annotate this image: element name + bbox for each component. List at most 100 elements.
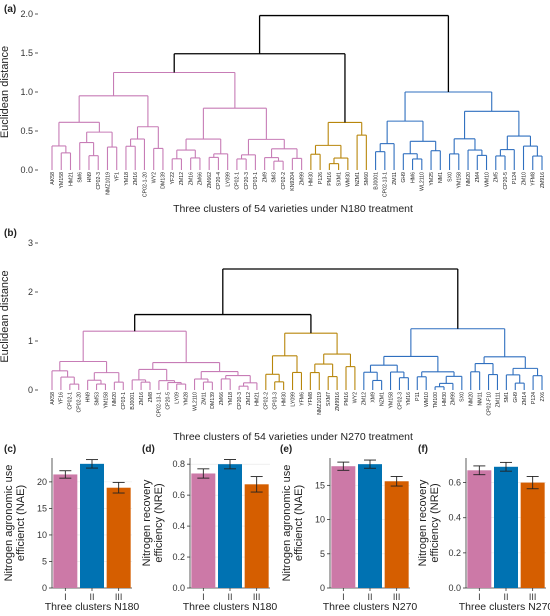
bar-c-bar-I bbox=[53, 474, 78, 588]
dendro-b-leaf-label: YM28 bbox=[183, 392, 189, 406]
dendro-b-y-axis-label: Euclidean distance bbox=[0, 270, 11, 362]
dendro-a-y-axis-label: Euclidean distance bbox=[0, 46, 11, 138]
bar-e-bar-III bbox=[384, 481, 409, 588]
dendro-a-y-tick-label: 2.0 bbox=[20, 9, 33, 19]
bar-e-y-axis-label-line: efficienct (NAE) bbox=[293, 485, 305, 561]
dendro-b-leaf-label: ZM12 bbox=[362, 392, 368, 405]
dendro-b-leaf-label: WL2110 bbox=[192, 392, 198, 411]
dendro-a-leaf-label: YM18 bbox=[124, 172, 130, 186]
dendro-b-cluster-3 bbox=[363, 328, 543, 390]
dendro-a-leaf-label: NZM1 bbox=[355, 172, 361, 186]
bar-f-x-tick-label: I bbox=[478, 592, 481, 602]
bar-e-y-tick-label: 0 bbox=[320, 583, 325, 593]
dendro-a-y-tick-label: 1.5 bbox=[20, 48, 33, 58]
bar-e-x-axis-label: Three clusters N270 bbox=[323, 601, 418, 613]
dendro-a-leaf-label: ZM16 bbox=[133, 172, 139, 185]
bar-c-bar-III bbox=[106, 487, 131, 588]
dendro-a-leaf-label: P126 bbox=[318, 172, 324, 184]
dendro-a-leaf-label: NMZ1019 bbox=[105, 172, 111, 195]
dendro-b-cluster-2 bbox=[265, 332, 356, 390]
dendro-a-leaf-label: CP02-1-20 bbox=[142, 172, 148, 197]
dendro-b-leaf-label: SM53 bbox=[94, 392, 100, 406]
dendro-b-leaf-label: ZM66 bbox=[219, 392, 225, 405]
bar-c-y-tick-label: 20 bbox=[37, 477, 47, 487]
dendro-b-leaf-label: NZM1 bbox=[379, 392, 385, 406]
bar-e-y-tick-label: 10 bbox=[315, 515, 325, 525]
dendro-b-leaf-label: NMZ1019 bbox=[317, 392, 323, 415]
bar-c-y-tick-label: 10 bbox=[37, 530, 47, 540]
dendro-a-leaf-label: CP20-3 bbox=[244, 172, 250, 190]
dendro-b-caption: Three clusters of 54 varieties under N27… bbox=[173, 431, 413, 443]
dendro-b-panel-label: (b) bbox=[4, 228, 17, 239]
dendro-b-leaf-label: NM20 bbox=[112, 392, 118, 406]
bar-c-x-tick-label: I bbox=[64, 592, 67, 602]
dendro-b-leaf-label: DM139 bbox=[210, 392, 216, 409]
dendro-b-leaf-label: YM158 bbox=[103, 392, 109, 409]
dendro-b-leaf-label: YFM8 bbox=[308, 392, 314, 406]
bar-e-x-tick-label: II bbox=[367, 592, 372, 602]
dendro-a-leaf-label: ZM662 bbox=[207, 172, 213, 188]
dendro-b-leaf-label: HM30 bbox=[442, 392, 448, 406]
bar-c-bar-II bbox=[80, 463, 104, 588]
bar-e-bar-II bbox=[358, 464, 382, 588]
bar-c-y-tick-label: 0 bbox=[42, 583, 47, 593]
dendro-a-leaf-label: ZM16 bbox=[188, 172, 194, 185]
dendro-b-leaf-label: PM16 bbox=[344, 392, 350, 406]
bar-e-x-tick-label: I bbox=[342, 592, 345, 602]
dendro-b-leaf-label: HN9 bbox=[85, 392, 91, 402]
dendro-a-leaf-label: BJ0001 bbox=[373, 172, 379, 190]
dendro-a-cluster-3 bbox=[375, 91, 543, 170]
dendro-a-leaf-label: ZM12 bbox=[179, 172, 185, 185]
dendro-b-leaf-label: LY099 bbox=[290, 392, 296, 407]
dendro-a-leaf-label: ZM4 bbox=[475, 172, 481, 182]
dendro-a-leaf-label: NM1 bbox=[438, 172, 444, 183]
dendro-a-leaf-label: SX0 bbox=[447, 172, 453, 182]
dendro-b-leaf-label: GH9 bbox=[513, 392, 519, 403]
dendro-a-y-tick-label: 0.5 bbox=[20, 126, 33, 136]
dendro-a-leaf-label: WL2110 bbox=[420, 172, 426, 191]
dendro-b-leaf-label: NM11 bbox=[477, 392, 483, 406]
bar-c-panel-label: (c) bbox=[4, 444, 16, 455]
dendro-b-leaf-label: CP20-3 bbox=[237, 392, 243, 410]
bar-f-x-tick-label: II bbox=[503, 592, 508, 602]
dendro-b-leaf-label: CP02-3 bbox=[397, 392, 403, 410]
dendro-a-leaf-label: AK58 bbox=[50, 172, 56, 185]
bar-d-x-axis-label: Three clusters N180 bbox=[183, 601, 278, 613]
dendro-b-leaf-label: TM100 bbox=[433, 392, 439, 408]
dendro-a-leaf-label: CP03-1 bbox=[253, 172, 259, 190]
dendro-b-leaf-label: CP02-2 bbox=[264, 392, 270, 410]
bar-d-y-tick-label: 0.8 bbox=[172, 459, 185, 469]
bar-e-y-tick-label: 5 bbox=[320, 549, 325, 559]
bar-e-y-tick-label: 15 bbox=[315, 480, 325, 490]
bar-c-y-tick-label: 5 bbox=[42, 556, 47, 566]
dendro-a-leaf-label: ZM66 bbox=[198, 172, 204, 185]
bar-d-x-tick-label: I bbox=[202, 592, 205, 602]
dendro-b-leaf-label: ZM99 bbox=[451, 392, 457, 405]
bar-e-x-tick-label: III bbox=[393, 592, 401, 602]
dendro-a-leaf-label: NM20 bbox=[466, 172, 472, 186]
bar-d-y-axis-label-line: efficiency (NRE) bbox=[153, 483, 165, 562]
bar-f-x-axis-label: Three clusters N270 bbox=[459, 601, 550, 613]
dendro-a-leaf-label: YF22 bbox=[170, 172, 176, 185]
dendro-a-leaf-label: CP02-2 bbox=[281, 172, 287, 190]
bar-f-y-axis-label-line: efficiency (NRE) bbox=[429, 483, 441, 562]
dendro-a-leaf-label: PM16 bbox=[327, 172, 333, 186]
bar-f-y-tick-label: 0.6 bbox=[448, 478, 461, 488]
dendro-b-leaf-label: P11 bbox=[415, 392, 421, 401]
dendro-a-leaf-label: DM139 bbox=[161, 172, 167, 189]
dendro-a-caption: Three clusters of 54 varieties under N18… bbox=[173, 203, 413, 215]
dendro-b-y-tick-label: 0 bbox=[28, 385, 33, 395]
dendro-b-leaf-label: CP03-1 bbox=[121, 392, 127, 410]
dendro-a-leaf-label: YM25 bbox=[429, 172, 435, 186]
dendro-a-leaf-label: HN9 bbox=[87, 172, 93, 182]
bar-d-y-tick-label: 0.2 bbox=[172, 552, 185, 562]
dendro-a-leaf-label: WM30 bbox=[346, 172, 352, 187]
dendro-a-leaf-label: YM158 bbox=[457, 172, 463, 189]
dendro-b-cluster-1 bbox=[51, 330, 258, 390]
bar-f-y-tick-label: 0.0 bbox=[448, 583, 461, 593]
dendro-b-leaf-label: ZM16 bbox=[139, 392, 145, 405]
bar-c-x-tick-label: III bbox=[115, 592, 123, 602]
dendro-b-leaf-label: ZM11 bbox=[201, 392, 207, 405]
bar-f-bar-III bbox=[520, 482, 545, 588]
bar-f-bar-I bbox=[467, 470, 492, 588]
